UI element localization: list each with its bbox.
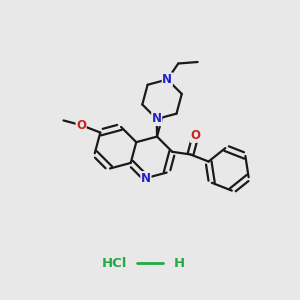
Text: N: N: [152, 112, 162, 125]
Text: N: N: [141, 172, 151, 184]
Text: O: O: [190, 129, 200, 142]
Text: N: N: [162, 73, 172, 86]
Text: HCl: HCl: [102, 257, 128, 270]
Text: H: H: [174, 257, 185, 270]
Text: O: O: [76, 119, 86, 132]
